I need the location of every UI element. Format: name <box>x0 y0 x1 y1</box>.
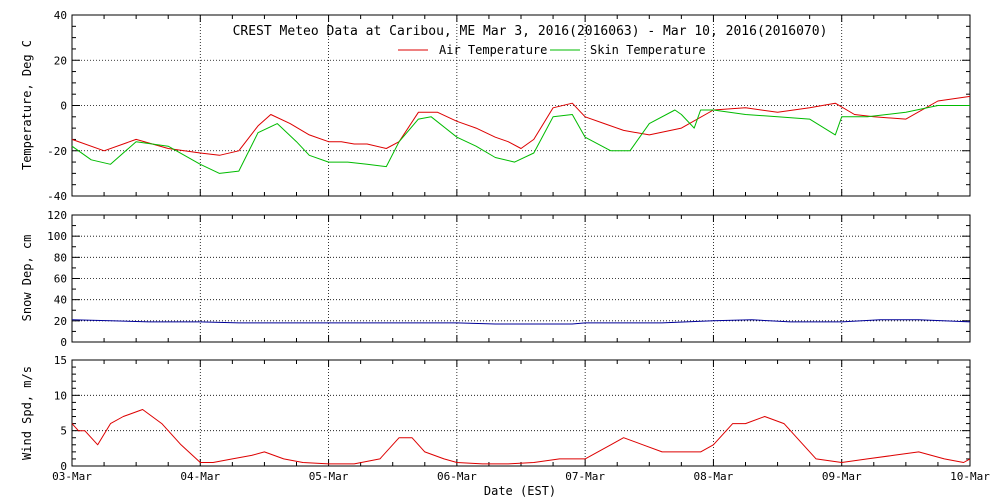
temperature-ticks <box>72 14 970 197</box>
x-tick-label: 03-Mar <box>52 470 92 483</box>
temperature-ytick-label: -20 <box>47 145 67 158</box>
snow-depth-grid <box>72 215 970 342</box>
snow-depth-ytick-label: 20 <box>54 315 67 328</box>
snow-depth-ytick-label: 120 <box>47 209 67 222</box>
x-tick-label: 10-Mar <box>950 470 990 483</box>
legend-label-air-temperature: Air Temperature <box>439 43 547 57</box>
legend: Air Temperature Skin Temperature <box>398 43 706 57</box>
wind-speed-ytick-label: 5 <box>60 425 67 438</box>
snow-depth-ticks <box>72 214 970 343</box>
wind-speed-ylabel: Wind Spd, m/s <box>20 366 34 460</box>
temperature-ytick-label: 0 <box>60 100 67 113</box>
x-tick-label: 06-Mar <box>437 470 477 483</box>
wind-speed-panel: 15 10 5 0 Wind Spd, m/s <box>20 354 971 473</box>
snow-depth-series-line-0 <box>71 319 971 325</box>
temperature-ytick-label: -40 <box>47 190 67 203</box>
snow-depth-ytick-labels: 120 100 80 60 40 20 0 <box>47 209 67 349</box>
snow-depth-ylabel: Snow Dep, cm <box>20 235 34 322</box>
x-axis-label: Date (EST) <box>484 484 556 498</box>
wind-speed-frame <box>71 359 971 467</box>
wind-speed-ytick-label: 15 <box>54 354 67 367</box>
x-tick-labels: 03-Mar 04-Mar 05-Mar 06-Mar 07-Mar 08-Mar 09-M… <box>52 470 990 483</box>
temperature-ytick-label: 20 <box>54 54 67 67</box>
temperature-ytick-labels: 40 20 0 -20 -40 <box>47 9 67 203</box>
x-tick-label: 09-Mar <box>822 470 862 483</box>
wind-speed-ytick-label: 0 <box>60 460 67 473</box>
wind-speed-grid <box>72 360 970 466</box>
snow-depth-ytick-label: 60 <box>54 273 67 286</box>
temperature-ytick-label: 40 <box>54 9 67 22</box>
snow-depth-frame <box>71 214 971 343</box>
temperature-grid <box>72 15 970 196</box>
snow-depth-series <box>71 319 971 325</box>
temperature-panel: 40 20 0 -20 -40 Temperature, Deg C <box>20 9 971 203</box>
wind-speed-series-line-0 <box>71 409 971 465</box>
snow-depth-ytick-label: 100 <box>47 230 67 243</box>
snow-depth-ytick-label: 0 <box>60 336 67 349</box>
temperature-series <box>71 95 971 174</box>
x-tick-label: 08-Mar <box>694 470 734 483</box>
wind-speed-ytick-label: 10 <box>54 389 67 402</box>
x-tick-label: 04-Mar <box>180 470 220 483</box>
x-tick-label: 05-Mar <box>309 470 349 483</box>
temperature-series-line-0 <box>71 95 971 156</box>
snow-depth-panel: 120 100 80 60 40 20 0 Snow Dep, cm <box>20 209 971 349</box>
x-tick-label: 07-Mar <box>565 470 605 483</box>
wind-speed-series <box>71 409 971 465</box>
snow-depth-ytick-label: 80 <box>54 251 67 264</box>
legend-label-skin-temperature: Skin Temperature <box>590 43 706 57</box>
temperature-ylabel: Temperature, Deg C <box>20 40 34 170</box>
wind-speed-ticks <box>72 359 970 467</box>
chart-title: CREST Meteo Data at Caribou, ME Mar 3, 2… <box>233 24 828 39</box>
temperature-series-line-1 <box>71 105 970 174</box>
snow-depth-ytick-label: 40 <box>54 294 67 307</box>
wind-speed-ytick-labels: 15 10 5 0 <box>54 354 67 473</box>
